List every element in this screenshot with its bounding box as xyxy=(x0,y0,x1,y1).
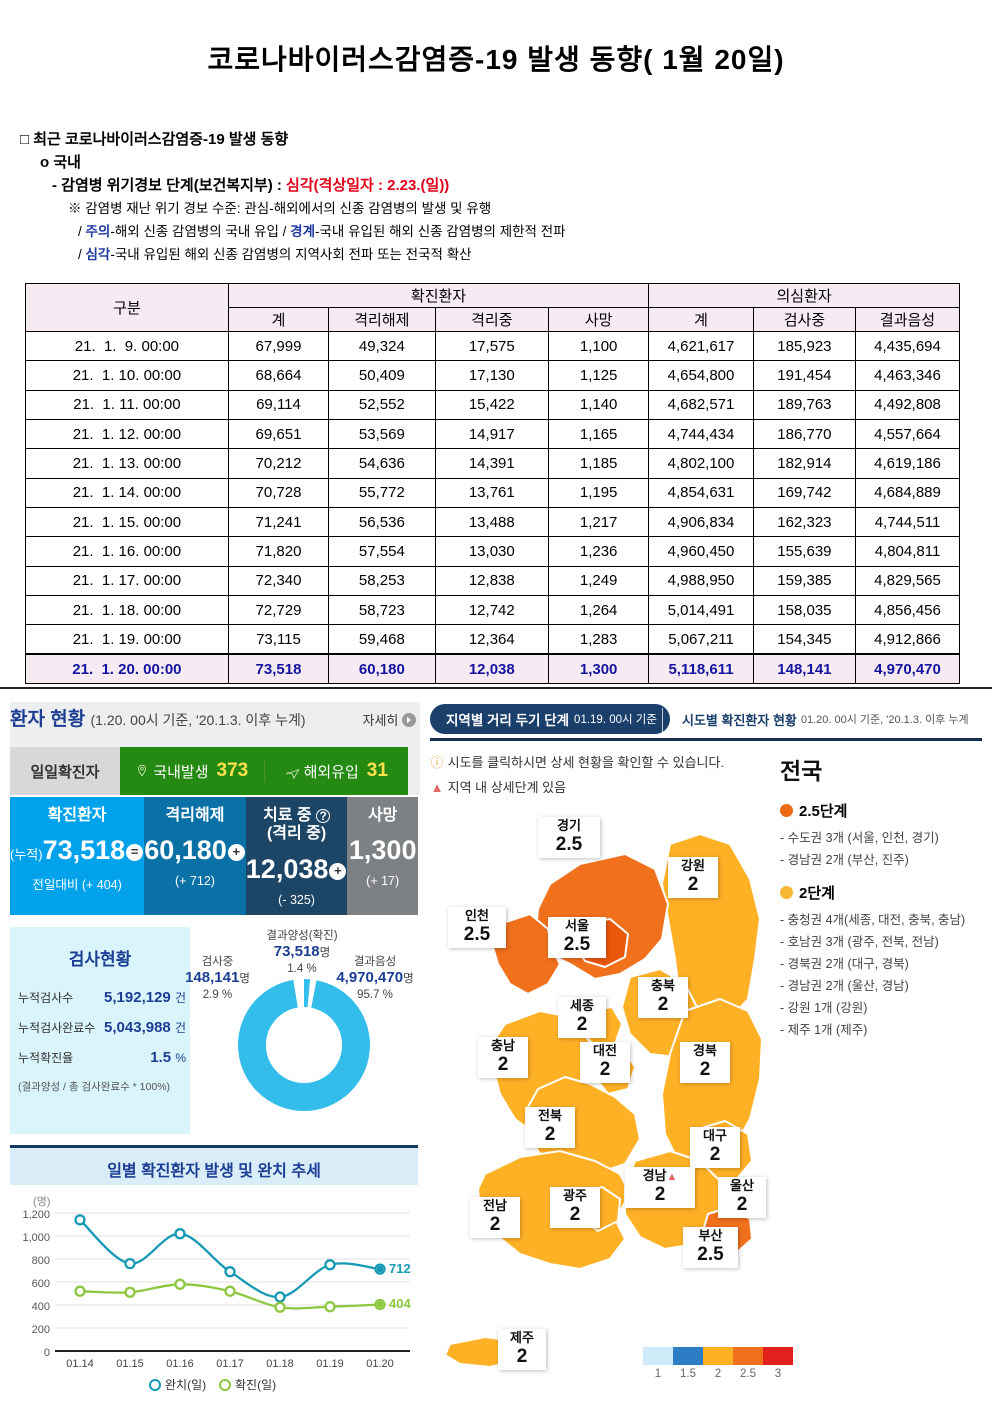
svg-text:(명): (명) xyxy=(33,1195,50,1208)
svg-text:완치(일): 완치(일) xyxy=(165,1378,206,1392)
svg-text:01.17: 01.17 xyxy=(216,1358,244,1370)
svg-text:600: 600 xyxy=(32,1278,50,1290)
svg-text:1,200: 1,200 xyxy=(22,1209,50,1221)
svg-text:800: 800 xyxy=(32,1255,50,1267)
svg-text:01.18: 01.18 xyxy=(266,1358,294,1370)
svg-text:확진(일): 확진(일) xyxy=(235,1378,276,1392)
svg-text:01.14: 01.14 xyxy=(66,1358,94,1370)
svg-text:404: 404 xyxy=(389,1296,411,1311)
svg-text:200: 200 xyxy=(32,1324,50,1336)
svg-text:0: 0 xyxy=(44,1347,50,1359)
svg-text:01.20: 01.20 xyxy=(366,1358,394,1370)
svg-text:1,000: 1,000 xyxy=(22,1232,50,1244)
svg-text:01.19: 01.19 xyxy=(316,1358,344,1370)
svg-text:400: 400 xyxy=(32,1301,50,1313)
svg-text:01.16: 01.16 xyxy=(166,1358,194,1370)
svg-text:712: 712 xyxy=(389,1261,411,1276)
svg-text:01.15: 01.15 xyxy=(116,1358,144,1370)
